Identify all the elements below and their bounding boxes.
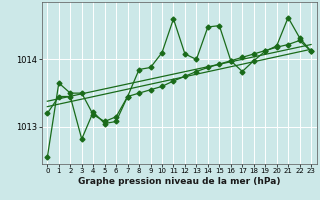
X-axis label: Graphe pression niveau de la mer (hPa): Graphe pression niveau de la mer (hPa) [78,177,280,186]
